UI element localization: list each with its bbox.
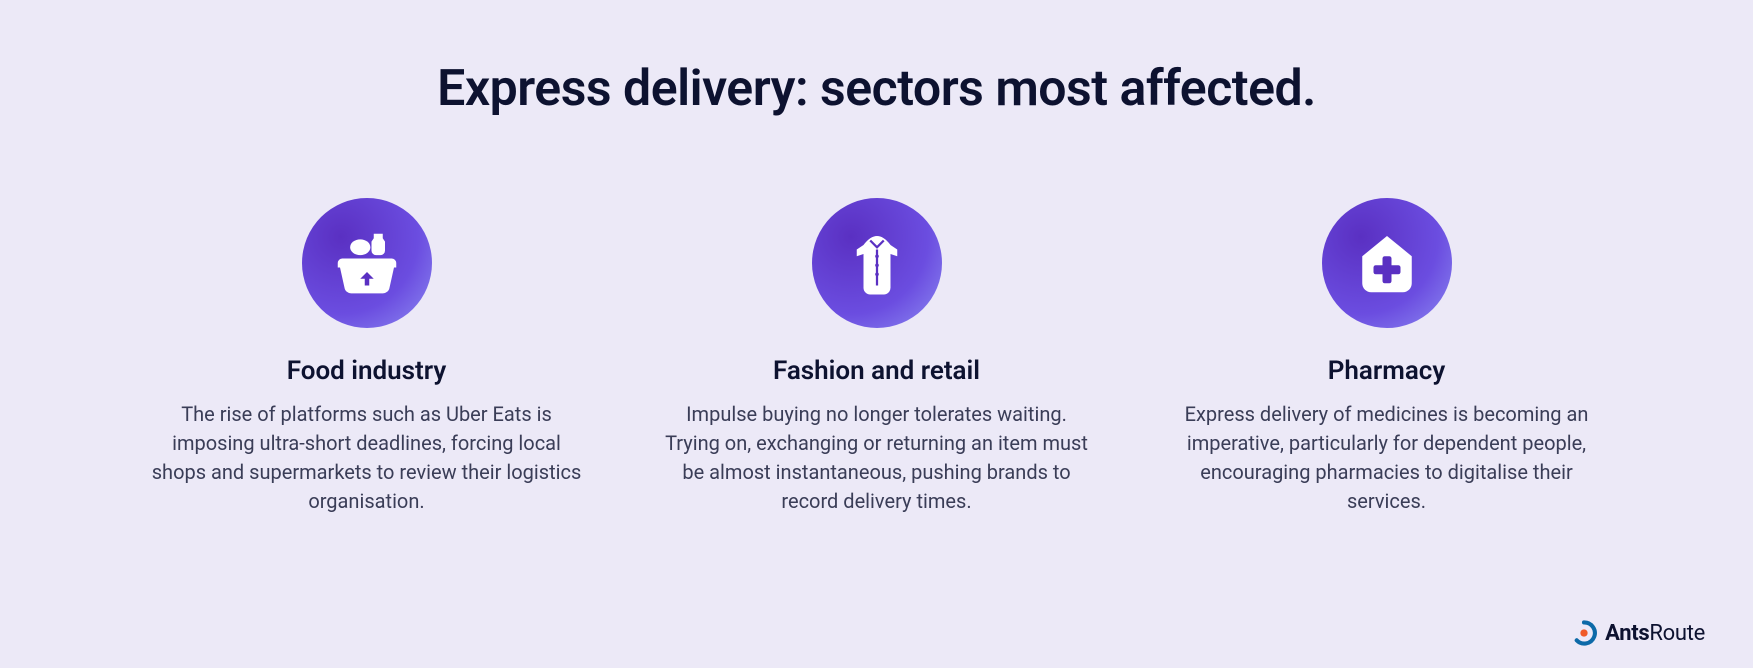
column-pharmacy: Pharmacy Express delivery of medicines i… xyxy=(1167,198,1607,516)
column-description: Impulse buying no longer tolerates waiti… xyxy=(657,400,1097,516)
page-title: Express delivery: sectors most affected. xyxy=(437,60,1316,118)
column-heading: Fashion and retail xyxy=(773,356,980,386)
columns-row: Food industry The rise of platforms such… xyxy=(0,198,1753,516)
infographic-page: Express delivery: sectors most affected.… xyxy=(0,0,1753,668)
column-food: Food industry The rise of platforms such… xyxy=(147,198,587,516)
brand-name-regular: Route xyxy=(1649,621,1705,646)
column-heading: Food industry xyxy=(287,356,447,386)
column-description: Express delivery of medicines is becomin… xyxy=(1167,400,1607,516)
brand-mark-icon xyxy=(1571,620,1597,646)
pharmacy-icon xyxy=(1322,198,1452,328)
shirt-icon xyxy=(812,198,942,328)
column-fashion: Fashion and retail Impulse buying no lon… xyxy=(657,198,1097,516)
food-basket-icon xyxy=(302,198,432,328)
brand-name-bold: Ants xyxy=(1605,621,1649,646)
brand-logo: AntsRoute xyxy=(1571,620,1705,646)
brand-name: AntsRoute xyxy=(1605,621,1705,646)
column-heading: Pharmacy xyxy=(1328,356,1446,386)
column-description: The rise of platforms such as Uber Eats … xyxy=(147,400,587,516)
